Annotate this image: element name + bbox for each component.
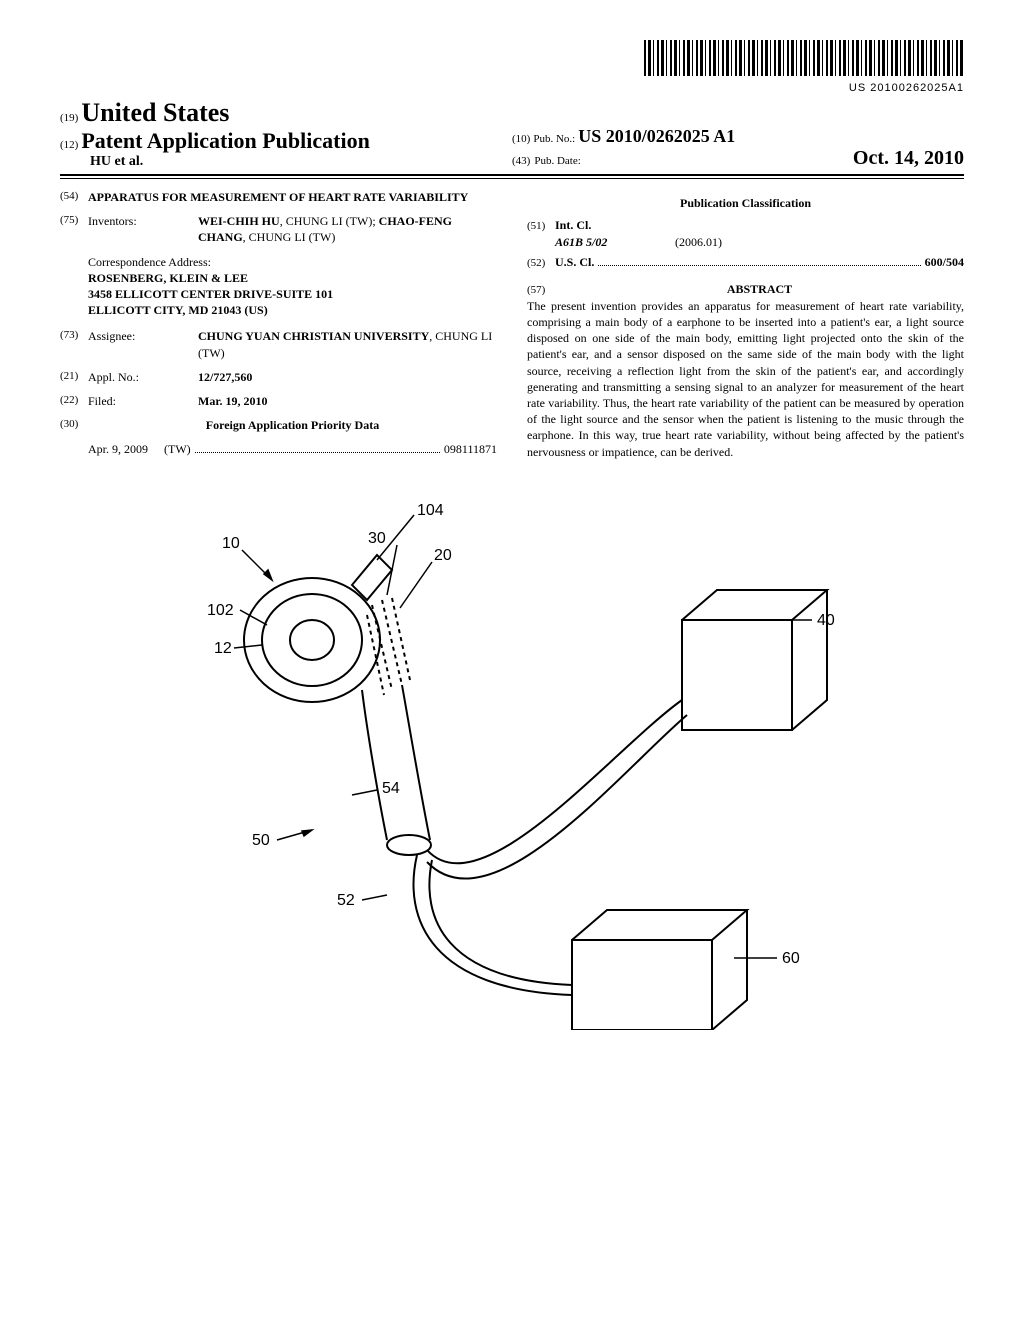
dot-leader-uscl bbox=[598, 255, 920, 266]
fig-label-50: 50 bbox=[252, 832, 270, 849]
header-right: (10) Pub. No.: US 2010/0262025 A1 (43) P… bbox=[512, 126, 964, 170]
right-column: Publication Classification (51) Int. Cl.… bbox=[527, 189, 964, 460]
abstract-text: The present invention provides an appara… bbox=[527, 298, 964, 460]
fig-label-10: 10 bbox=[222, 535, 240, 552]
inventor-1: WEI-CHIH HU bbox=[198, 214, 280, 228]
intcl-year: (2006.01) bbox=[675, 234, 722, 250]
header-rule bbox=[60, 178, 964, 179]
code-75: (75) bbox=[60, 213, 88, 245]
filed-date: Mar. 19, 2010 bbox=[198, 393, 497, 409]
fig-label-102: 102 bbox=[207, 602, 234, 619]
code-21: (21) bbox=[60, 369, 88, 385]
fig-label-20: 20 bbox=[434, 547, 452, 564]
abstract-title: ABSTRACT bbox=[555, 281, 964, 297]
fig-label-52: 52 bbox=[337, 892, 355, 909]
publication-number: US 2010/0262025 A1 bbox=[578, 126, 735, 146]
application-number: 12/727,560 bbox=[198, 369, 497, 385]
code-30: (30) bbox=[60, 417, 88, 433]
patent-figure: 10 104 102 12 30 20 40 50 54 52 60 bbox=[152, 490, 872, 1030]
publication-type: Patent Application Publication bbox=[81, 128, 369, 153]
correspondence-line2: 3458 ELLICOTT CENTER DRIVE-SUITE 101 bbox=[88, 286, 497, 302]
pubno-label: Pub. No.: bbox=[533, 133, 575, 145]
foreign-app-number: 098111871 bbox=[444, 441, 497, 457]
inventor-1-loc: , CHUNG LI (TW); bbox=[280, 214, 379, 228]
code-73: (73) bbox=[60, 328, 88, 360]
country: United States bbox=[81, 98, 229, 127]
header-authors: HU et al. bbox=[90, 154, 512, 170]
correspondence-line1: ROSENBERG, KLEIN & LEE bbox=[88, 270, 497, 286]
code-43: (43) bbox=[512, 155, 530, 167]
barcode bbox=[644, 40, 964, 76]
inventor-2-loc: , CHUNG LI (TW) bbox=[243, 230, 336, 244]
assignee-label: Assignee: bbox=[88, 328, 198, 360]
code-57: (57) bbox=[527, 283, 555, 298]
filed-label: Filed: bbox=[88, 393, 198, 409]
uscl-label: U.S. Cl. bbox=[555, 254, 594, 270]
fig-label-54: 54 bbox=[382, 780, 400, 797]
bibliographic-columns: (54) APPARATUS FOR MEASUREMENT OF HEART … bbox=[60, 189, 964, 460]
fig-label-12: 12 bbox=[214, 640, 232, 657]
barcode-region: US 20100262025A1 bbox=[60, 40, 964, 94]
foreign-date: Apr. 9, 2009 bbox=[88, 441, 148, 457]
header-row: (19) United States (12) Patent Applicati… bbox=[60, 98, 964, 176]
uscl-value: 600/504 bbox=[925, 254, 964, 270]
inventors-label: Inventors: bbox=[88, 213, 198, 245]
code-51: (51) bbox=[527, 219, 555, 234]
pub-classification-title: Publication Classification bbox=[527, 195, 964, 211]
fig-label-60: 60 bbox=[782, 950, 800, 967]
code-10: (10) bbox=[512, 133, 530, 145]
dot-leader bbox=[195, 442, 440, 453]
figure-area: 10 104 102 12 30 20 40 50 54 52 60 bbox=[60, 490, 964, 1030]
pubdate-label: Pub. Date: bbox=[534, 155, 580, 167]
code-54: (54) bbox=[60, 189, 88, 205]
barcode-number: US 20100262025A1 bbox=[60, 82, 964, 94]
foreign-country: (TW) bbox=[164, 441, 191, 457]
code-52: (52) bbox=[527, 256, 555, 271]
publication-date: Oct. 14, 2010 bbox=[853, 147, 964, 170]
code-22: (22) bbox=[60, 393, 88, 409]
foreign-priority-title: Foreign Application Priority Data bbox=[88, 417, 497, 433]
fig-label-104: 104 bbox=[417, 502, 444, 519]
assignee-name: CHUNG YUAN CHRISTIAN UNIVERSITY bbox=[198, 329, 429, 343]
correspondence-line3: ELLICOTT CITY, MD 21043 (US) bbox=[88, 302, 497, 318]
fig-label-30: 30 bbox=[368, 530, 386, 547]
intcl-value: A61B 5/02 bbox=[555, 234, 675, 250]
code-12: (12) bbox=[60, 139, 78, 151]
header-left: (19) United States (12) Patent Applicati… bbox=[60, 98, 512, 170]
correspondence-label: Correspondence Address: bbox=[88, 254, 497, 270]
applno-label: Appl. No.: bbox=[88, 369, 198, 385]
left-column: (54) APPARATUS FOR MEASUREMENT OF HEART … bbox=[60, 189, 497, 460]
invention-title: APPARATUS FOR MEASUREMENT OF HEART RATE … bbox=[88, 189, 497, 205]
intcl-label: Int. Cl. bbox=[555, 217, 615, 233]
code-19: (19) bbox=[60, 112, 78, 124]
fig-label-40: 40 bbox=[817, 612, 835, 629]
